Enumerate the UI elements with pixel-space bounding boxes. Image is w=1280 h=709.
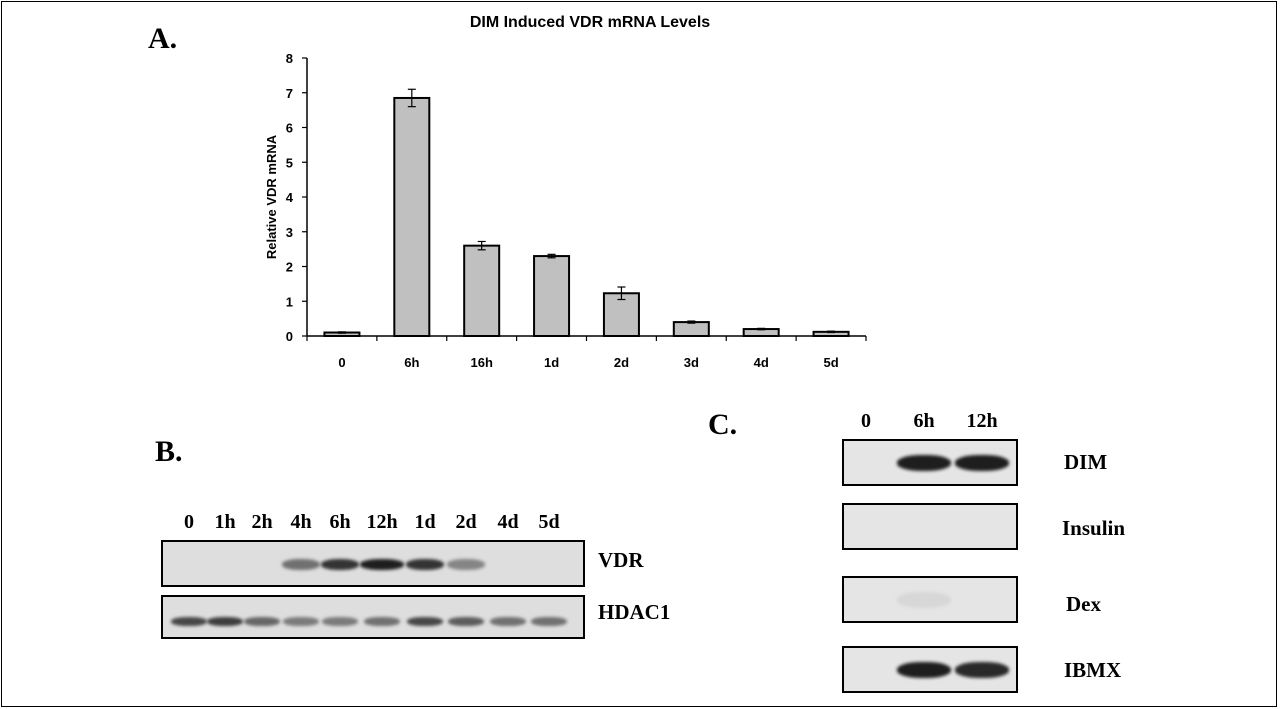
lane-label: 6h	[913, 410, 935, 432]
blot-vdr	[161, 540, 585, 587]
lane-label: 6h	[329, 511, 351, 533]
band	[897, 662, 951, 678]
y-tick-label: 8	[286, 51, 293, 66]
y-tick-label: 3	[286, 225, 293, 240]
band	[244, 616, 280, 626]
bar-16h	[463, 244, 501, 337]
x-tick-label-6h: 6h	[404, 355, 419, 370]
band	[897, 455, 951, 471]
lane-label: 1h	[214, 511, 236, 533]
blot-row-label: HDAC1	[598, 600, 671, 624]
blot-row-label: DIM	[1064, 450, 1108, 474]
panel-a-letter: A.	[148, 22, 178, 55]
blot-row-label: IBMX	[1064, 658, 1122, 682]
band	[360, 558, 404, 570]
lane-label: 5d	[538, 511, 560, 533]
lane-label: 4d	[497, 511, 519, 533]
lane-label: 2d	[455, 511, 477, 533]
band	[407, 616, 443, 626]
band	[364, 616, 400, 626]
y-tick-label: 7	[286, 86, 293, 101]
band	[531, 616, 567, 626]
y-tick-label: 1	[286, 294, 293, 309]
blot-row-label: VDR	[598, 548, 644, 572]
blot-hdac1	[161, 595, 585, 639]
blot-dex	[842, 576, 1018, 623]
blot-row-label: Insulin	[1062, 516, 1126, 540]
band	[448, 616, 484, 626]
bar-6h	[393, 96, 431, 338]
y-tick-label: 4	[286, 190, 294, 205]
band	[897, 592, 951, 608]
band	[321, 558, 359, 570]
lane-label: 2h	[251, 511, 273, 533]
panel-c-letter: C.	[708, 408, 738, 441]
band	[207, 616, 243, 626]
x-tick-label-2d: 2d	[614, 355, 629, 370]
band	[406, 558, 444, 570]
band	[955, 455, 1009, 471]
x-tick-label-4d: 4d	[754, 355, 769, 370]
x-tick-label-5d: 5d	[823, 355, 838, 370]
lane-label: 1d	[414, 511, 436, 533]
x-tick-label-3d: 3d	[684, 355, 699, 370]
band	[490, 616, 526, 626]
blot-dim	[842, 439, 1018, 486]
band	[447, 558, 485, 570]
x-tick-label-1d: 1d	[544, 355, 559, 370]
y-tick-label: 2	[286, 260, 293, 275]
lane-label: 12h	[366, 511, 398, 533]
x-tick-label-16h: 16h	[470, 355, 492, 370]
y-tick-label: 5	[286, 155, 293, 170]
y-tick-label: 6	[286, 121, 293, 136]
lane-label: 0	[184, 511, 194, 533]
bar-chart: 0 1 2 3 4 5 6 7 8 Relative VDR mRNA 0 6h 16h 1d 2d 3d 4d…	[264, 51, 867, 370]
band	[322, 616, 358, 626]
lane-label: 4h	[290, 511, 312, 533]
bar-2d	[602, 292, 640, 338]
blot-insulin	[842, 503, 1018, 550]
y-axis-label: Relative VDR mRNA	[264, 134, 279, 259]
blot-ibmx	[842, 646, 1018, 693]
bar-1d	[533, 255, 571, 338]
chart-title: DIM Induced VDR mRNA Levels	[469, 14, 711, 31]
blot-row-label: Dex	[1066, 592, 1101, 616]
band	[171, 616, 207, 626]
x-tick-label-0: 0	[338, 355, 345, 370]
band	[282, 558, 320, 570]
band	[955, 662, 1009, 678]
lane-label: 12h	[966, 410, 998, 432]
panel-b-letter: B.	[155, 435, 183, 468]
bar-3d	[672, 321, 710, 338]
y-tick-label: 0	[286, 329, 293, 344]
lane-label: 0	[861, 410, 871, 432]
band	[283, 616, 319, 626]
